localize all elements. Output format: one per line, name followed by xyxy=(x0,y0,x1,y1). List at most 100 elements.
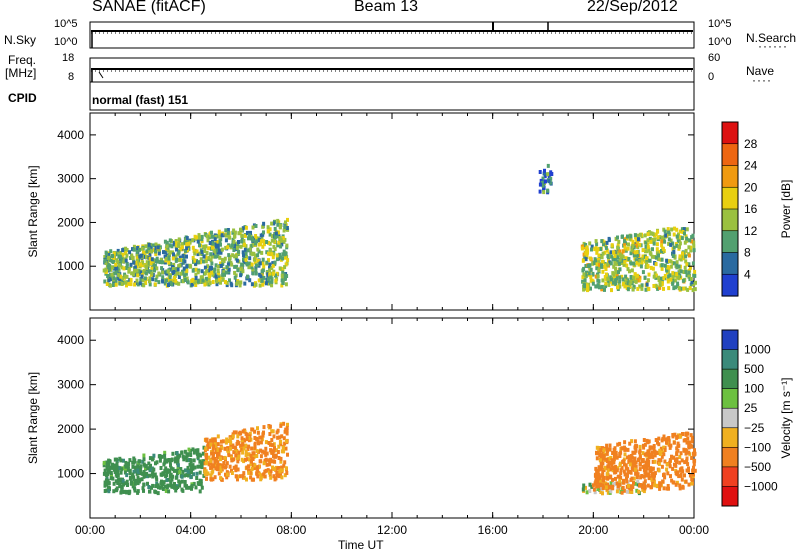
power-cell xyxy=(212,251,216,256)
power-cell xyxy=(255,239,259,244)
power-cell xyxy=(209,265,212,270)
power-cell xyxy=(124,258,128,263)
vel-cell xyxy=(165,478,169,483)
power-cell xyxy=(647,272,651,277)
vel-cell xyxy=(615,489,619,494)
power-cell xyxy=(606,254,610,259)
vel-cell xyxy=(244,453,248,457)
power-cell xyxy=(165,244,169,249)
power-cell xyxy=(151,243,155,248)
power-cell xyxy=(176,267,180,272)
vel-cell xyxy=(108,466,112,471)
radar-title: SANAE (fitACF) xyxy=(92,0,206,15)
vel-cell xyxy=(123,481,127,486)
power-cell xyxy=(659,276,663,281)
power-cell xyxy=(636,278,640,283)
vel-cell xyxy=(633,467,637,472)
power-cell xyxy=(143,276,147,281)
vel-cell xyxy=(651,481,655,486)
vel-cell xyxy=(641,451,645,456)
vel-cell xyxy=(171,467,175,472)
vel-cell xyxy=(677,474,681,479)
power-cell xyxy=(262,275,266,280)
power-cell xyxy=(240,267,244,271)
power-cell xyxy=(228,235,232,240)
power-cell xyxy=(618,279,622,284)
power-cell xyxy=(272,221,276,226)
vel-cell xyxy=(278,474,281,479)
power-cell xyxy=(682,286,686,291)
power-cell xyxy=(127,266,131,271)
vel-cell xyxy=(671,455,675,460)
vel-cell xyxy=(238,474,242,479)
power-cell xyxy=(600,284,604,289)
vel-cell xyxy=(272,434,276,439)
vel-cell xyxy=(142,457,146,462)
power-cell xyxy=(687,253,691,258)
vel-cell xyxy=(279,456,283,461)
power-cell xyxy=(591,261,595,266)
power-cell xyxy=(148,276,152,281)
power-cell xyxy=(617,239,621,244)
velocity-colorbar-label: 500 xyxy=(744,362,764,376)
power-cell xyxy=(655,247,659,252)
power-cell xyxy=(242,260,246,265)
power-cell xyxy=(694,280,697,285)
power-cell xyxy=(110,265,114,270)
power-cell xyxy=(104,267,108,272)
power-cell xyxy=(107,255,111,260)
power-cell xyxy=(603,287,606,292)
power-cell xyxy=(114,277,118,282)
power-cell xyxy=(604,284,608,289)
power-cell xyxy=(159,258,163,262)
power-cell xyxy=(231,253,235,258)
vel-cell xyxy=(146,466,150,471)
power-cell xyxy=(259,233,263,238)
power-cell xyxy=(283,277,287,281)
vel-cell xyxy=(620,446,624,451)
power-cell xyxy=(274,278,278,283)
vel-cell xyxy=(243,438,247,443)
power-cell xyxy=(656,229,660,234)
vel-cell xyxy=(641,487,645,492)
power-cell xyxy=(601,269,605,274)
power-cell xyxy=(634,243,638,248)
vel-cell xyxy=(666,484,670,488)
power-cell xyxy=(254,234,258,238)
vel-cell xyxy=(241,450,245,455)
vel-cell xyxy=(283,441,287,446)
vel-cell xyxy=(249,475,253,480)
vel-cell xyxy=(161,471,165,476)
power-cell xyxy=(675,260,679,265)
power-cell xyxy=(618,275,622,280)
vel-cell xyxy=(662,434,666,439)
power-cell xyxy=(651,247,654,252)
power-cell xyxy=(120,265,124,270)
power-cell xyxy=(632,261,636,266)
vel-cell xyxy=(630,439,634,444)
power-cell xyxy=(239,280,243,285)
power-cell xyxy=(598,263,602,267)
vel-cell xyxy=(599,478,603,483)
power-cell xyxy=(204,276,208,281)
vel-cell xyxy=(272,474,276,479)
vel-cell xyxy=(187,473,191,478)
power-cell xyxy=(115,251,119,256)
power-cell xyxy=(278,252,281,257)
power-cell xyxy=(217,229,221,234)
vel-cell xyxy=(595,456,599,461)
vel-cell xyxy=(685,449,689,454)
vel-cell xyxy=(640,485,644,490)
power-cell xyxy=(635,260,639,265)
vel-cell xyxy=(596,471,600,476)
vel-cell xyxy=(227,453,231,458)
vel-cell xyxy=(611,451,615,455)
power-cell xyxy=(580,246,584,251)
vel-cell xyxy=(246,447,250,452)
power-cell xyxy=(251,267,255,272)
vel-cell xyxy=(652,447,656,452)
power-cell xyxy=(198,260,202,265)
power-cell xyxy=(270,221,274,226)
power-cell xyxy=(621,249,625,254)
power-cell xyxy=(587,271,591,276)
